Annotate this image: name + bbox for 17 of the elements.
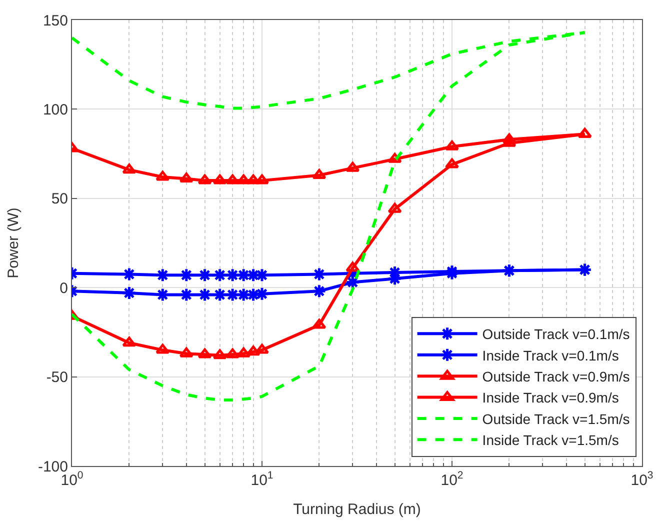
x-tick-label: 10$^{2}$ <box>440 470 464 489</box>
y-tick-label: -100 <box>38 458 68 476</box>
x-axis-title: Turning Radius (m) <box>293 501 421 518</box>
legend-label: Inside Track v=1.5m/s <box>482 432 619 448</box>
x-tick-label: 10$^{3}$ <box>630 470 654 489</box>
legend-label: Outside Track v=0.1m/s <box>482 326 630 342</box>
y-tick-label: 50 <box>51 190 68 208</box>
y-tick-label: 0 <box>60 280 68 297</box>
y-tick-label: 150 <box>42 12 68 30</box>
legend-label: Outside Track v=0.9m/s <box>482 368 630 385</box>
x-tick-label: 10$^{1}$ <box>250 470 274 489</box>
legend-label: Inside Track v=0.1m/s <box>482 347 619 364</box>
legend-label: Outside Track v=1.5m/s <box>482 410 630 427</box>
y-tick-label: 100 <box>42 101 68 118</box>
legend-label: Inside Track v=0.9m/s <box>482 390 619 406</box>
y-tick-label: -50 <box>46 369 68 386</box>
y-axis-title: Power (W) <box>5 208 22 278</box>
